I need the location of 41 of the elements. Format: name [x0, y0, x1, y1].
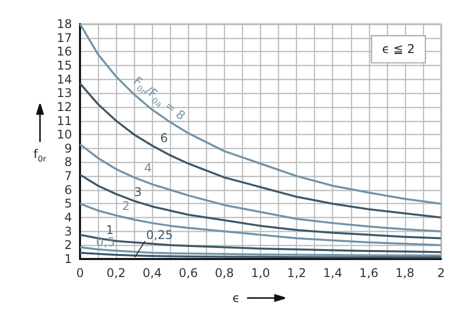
x-tick-label: 0,8 — [214, 266, 234, 280]
y-tick-label: 1 — [64, 252, 72, 266]
y-tick-label: 14 — [56, 72, 72, 86]
annotation: ϵ ≦ 2 — [382, 42, 415, 56]
line-series — [79, 202, 442, 246]
series-label: 2 — [122, 199, 130, 214]
x-tick-label: 1,4 — [323, 266, 342, 280]
x-tick-label: 0 — [76, 266, 84, 280]
series-label: 0,25 — [146, 228, 173, 242]
y-tick-label: 17 — [56, 30, 72, 45]
y-tick-label: 12 — [56, 100, 72, 114]
y-tick-label: 9 — [64, 141, 72, 156]
series-label: 4 — [144, 161, 152, 176]
y-tick-label: 4 — [64, 210, 72, 225]
x-tick-label: 1,0 — [250, 266, 270, 280]
series-label: 3 — [134, 184, 142, 199]
x-axis-title: ϵ — [232, 291, 240, 305]
y-tick-label: 8 — [64, 155, 72, 170]
x-tick-label: 0,6 — [178, 266, 198, 280]
y-tick-label: 10 — [56, 128, 72, 142]
y-tick-label: 16 — [56, 44, 72, 59]
y-tick-label: 11 — [56, 114, 72, 128]
y-tick-label: 15 — [56, 58, 72, 72]
x-tick-label: 2 — [437, 266, 445, 280]
series-label: 1 — [106, 223, 114, 238]
x-tick-label: 1,2 — [287, 266, 306, 280]
y-tick-label: 5 — [64, 196, 72, 211]
x-tick-label: 0,2 — [106, 266, 126, 280]
y-tick-label: 3 — [64, 224, 72, 238]
y-tick-label: 13 — [56, 86, 72, 100]
y-tick-label: 6 — [64, 182, 72, 197]
y-tick-label: 18 — [56, 17, 72, 31]
line-series — [79, 246, 442, 257]
line-series — [79, 82, 442, 219]
x-tick-label: 1,6 — [359, 266, 378, 280]
y-tick-label: 7 — [64, 169, 72, 184]
y-tick-label: 2 — [64, 238, 72, 252]
series-label: 6 — [160, 130, 168, 145]
x-tick-label: 0,4 — [142, 266, 162, 280]
x-tick-label: 1,8 — [395, 266, 414, 280]
y-axis-title: f$_{0r}$ — [34, 146, 46, 163]
